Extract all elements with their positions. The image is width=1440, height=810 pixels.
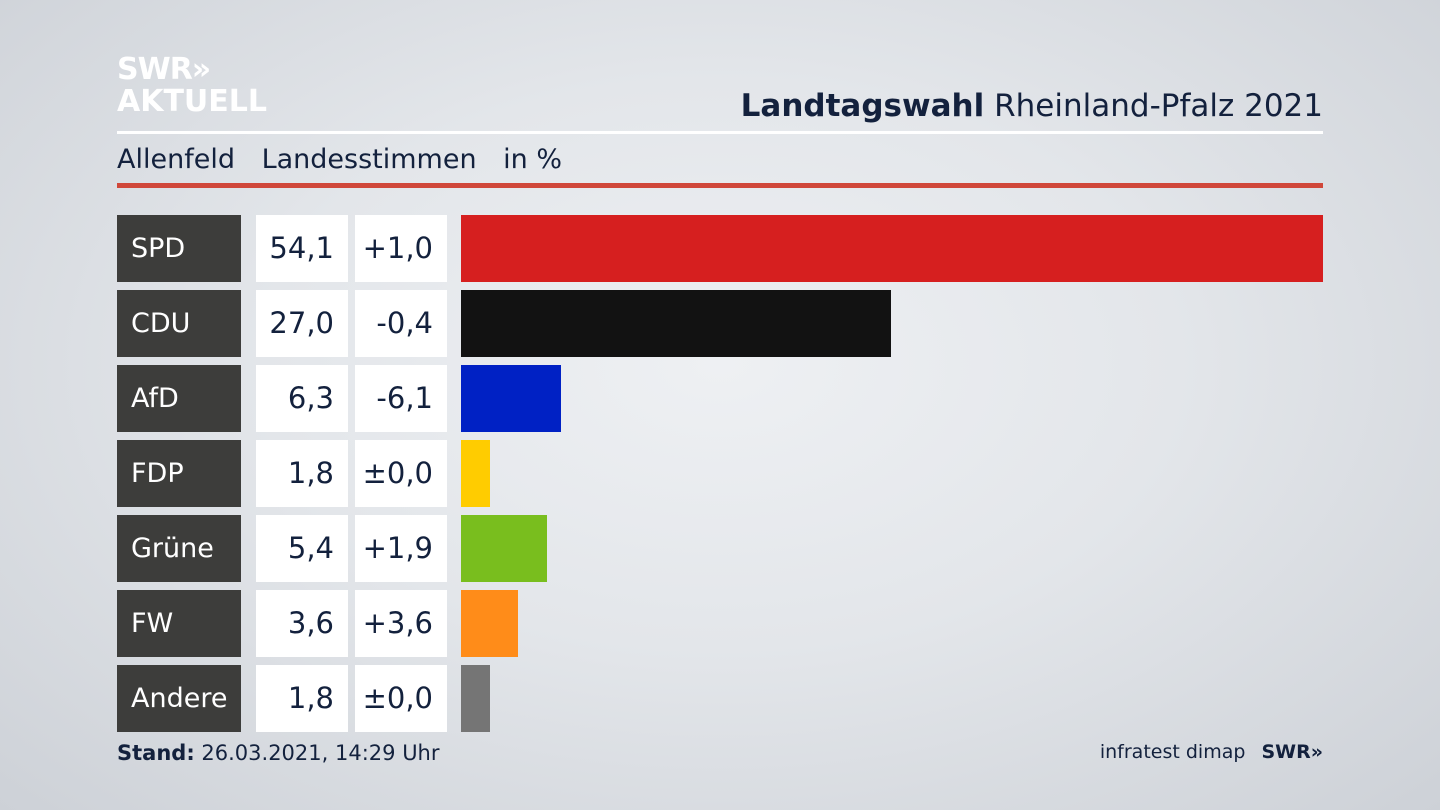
change-label: ±0,0 (355, 440, 447, 507)
title-rest: Rheinland-Pfalz 2021 (994, 88, 1323, 124)
party-label: AfD (117, 365, 241, 432)
subheader-place: Allenfeld (117, 144, 235, 175)
logo-line-1: SWR» (117, 52, 211, 87)
bar-cdu (461, 290, 891, 357)
bar-spd (461, 215, 1323, 282)
value-label: 1,8 (256, 440, 348, 507)
value-label: 27,0 (256, 290, 348, 357)
party-label: FW (117, 590, 241, 657)
value-label: 5,4 (256, 515, 348, 582)
value-label: 6,3 (256, 365, 348, 432)
source-credit: infratest dimap SWR» (1100, 741, 1323, 763)
change-label: -6,1 (355, 365, 447, 432)
change-label: +3,6 (355, 590, 447, 657)
stand-label: Stand: (117, 741, 195, 765)
bar-row: SPD 54,1 +1,0 (117, 215, 1323, 282)
page-title: Landtagswahl Rheinland-Pfalz 2021 (741, 88, 1323, 124)
bar-row: Andere 1,8 ±0,0 (117, 665, 1323, 732)
subheader: Allenfeld Landesstimmen in % (117, 144, 580, 175)
party-label: SPD (117, 215, 241, 282)
logo-line-2: AKTUELL (117, 84, 268, 119)
title-bold: Landtagswahl (740, 88, 985, 124)
stand-value: 26.03.2021, 14:29 Uhr (201, 741, 440, 765)
bar-row: AfD 6,3 -6,1 (117, 365, 1323, 432)
header-divider (117, 131, 1323, 134)
bar-fw (461, 590, 518, 657)
value-label: 54,1 (256, 215, 348, 282)
swr-aktuell-logo: SWR» AKTUELL (117, 54, 267, 118)
bar-row: FDP 1,8 ±0,0 (117, 440, 1323, 507)
party-label: FDP (117, 440, 241, 507)
party-label: CDU (117, 290, 241, 357)
party-label: Andere (117, 665, 241, 732)
subheader-measure: Landesstimmen (261, 144, 477, 175)
change-label: +1,9 (355, 515, 447, 582)
source-text: infratest dimap (1099, 741, 1246, 763)
timestamp: Stand: 26.03.2021, 14:29 Uhr (117, 741, 440, 765)
change-label: ±0,0 (355, 665, 447, 732)
bar-fdp (461, 440, 490, 507)
change-label: -0,4 (355, 290, 447, 357)
value-label: 3,6 (256, 590, 348, 657)
swr-logo-small: SWR» (1261, 741, 1323, 763)
subheader-unit: in % (503, 144, 563, 175)
bar-grne (461, 515, 547, 582)
bar-row: CDU 27,0 -0,4 (117, 290, 1323, 357)
bar-row: Grüne 5,4 +1,9 (117, 515, 1323, 582)
bar-afd (461, 365, 561, 432)
bar-row: FW 3,6 +3,6 (117, 590, 1323, 657)
party-label: Grüne (117, 515, 241, 582)
accent-divider (117, 183, 1323, 188)
bar-andere (461, 665, 490, 732)
value-label: 1,8 (256, 665, 348, 732)
change-label: +1,0 (355, 215, 447, 282)
